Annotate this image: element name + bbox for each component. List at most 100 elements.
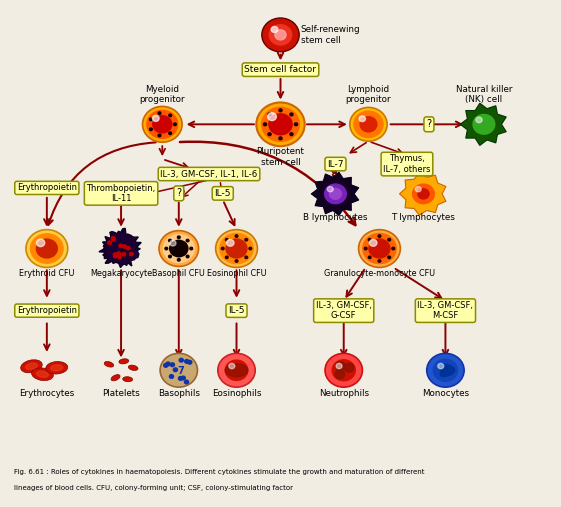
Circle shape [268,113,277,121]
Circle shape [113,253,117,256]
Circle shape [220,233,253,264]
Circle shape [165,247,168,250]
Circle shape [370,239,377,246]
Circle shape [119,244,123,247]
Circle shape [235,260,238,262]
Polygon shape [311,172,359,215]
Circle shape [279,137,282,140]
Circle shape [149,128,152,130]
Circle shape [363,233,396,264]
Circle shape [153,116,172,133]
Circle shape [226,256,228,259]
Circle shape [153,116,159,122]
Circle shape [160,353,197,387]
Circle shape [332,360,355,381]
Circle shape [388,238,390,241]
Circle shape [264,123,266,126]
Circle shape [177,236,180,238]
Circle shape [227,239,234,246]
Text: B lymphocytes: B lymphocytes [304,213,367,222]
Polygon shape [399,172,446,215]
Text: ?: ? [176,189,181,198]
Circle shape [329,189,342,199]
Circle shape [166,362,170,366]
Circle shape [147,111,178,138]
Text: Monocytes: Monocytes [422,389,469,397]
Circle shape [149,118,152,121]
Circle shape [275,30,286,40]
Circle shape [261,107,300,141]
Circle shape [30,234,63,263]
Circle shape [295,123,297,126]
Circle shape [169,239,171,242]
Text: IL-5: IL-5 [214,189,231,198]
Circle shape [245,238,247,241]
Circle shape [476,117,482,123]
Circle shape [36,239,45,246]
Ellipse shape [26,363,38,370]
Circle shape [186,255,189,258]
Text: Myeloid
progenitor: Myeloid progenitor [140,85,185,104]
Ellipse shape [119,359,128,364]
Text: Erythroid CFU: Erythroid CFU [19,269,75,278]
Circle shape [181,376,185,380]
Circle shape [159,231,199,266]
Circle shape [126,246,130,250]
Circle shape [335,361,345,370]
Ellipse shape [128,365,138,371]
Circle shape [388,256,390,259]
Circle shape [26,230,68,267]
Ellipse shape [50,365,63,371]
Text: IL-7: IL-7 [327,160,344,168]
Circle shape [36,239,57,258]
Circle shape [158,134,161,137]
Circle shape [112,238,116,241]
Circle shape [142,106,182,142]
Circle shape [164,364,168,367]
Circle shape [438,364,444,369]
Text: Granulocyte-monocyte CFU: Granulocyte-monocyte CFU [324,269,435,278]
Circle shape [412,184,434,204]
Circle shape [122,252,126,256]
Text: Self-renewing
stem cell: Self-renewing stem cell [301,25,361,45]
Circle shape [130,252,134,256]
Circle shape [117,252,121,255]
Text: Stem cell factor: Stem cell factor [245,65,316,74]
Circle shape [378,260,381,262]
Circle shape [360,117,377,132]
Text: Megakaryocyte: Megakaryocyte [90,269,152,278]
Circle shape [177,259,180,261]
Polygon shape [225,364,248,377]
Circle shape [123,245,126,248]
Ellipse shape [104,361,114,367]
Text: Natural killer
(NK) cell: Natural killer (NK) cell [456,85,512,104]
Ellipse shape [123,377,132,382]
Circle shape [173,123,176,126]
Circle shape [392,247,394,250]
Circle shape [364,247,367,250]
Text: IL-3, GM-CSF,
M-CSF: IL-3, GM-CSF, M-CSF [417,301,473,320]
Circle shape [169,132,172,134]
Circle shape [226,360,248,380]
Circle shape [325,353,362,387]
Circle shape [186,239,189,242]
Circle shape [169,255,171,258]
Circle shape [222,247,224,250]
Circle shape [344,364,354,372]
Circle shape [235,235,238,237]
Text: Eosinophils: Eosinophils [211,389,261,397]
Circle shape [336,364,342,369]
Circle shape [171,363,174,367]
Circle shape [369,238,371,241]
Circle shape [226,239,247,258]
Circle shape [327,187,333,192]
Text: Erythropoietin: Erythropoietin [17,184,77,193]
Circle shape [354,111,383,137]
Circle shape [118,255,121,259]
Circle shape [178,377,182,380]
Ellipse shape [31,368,53,381]
Circle shape [271,26,278,32]
Circle shape [335,370,344,379]
Circle shape [262,18,299,52]
Ellipse shape [111,375,120,381]
